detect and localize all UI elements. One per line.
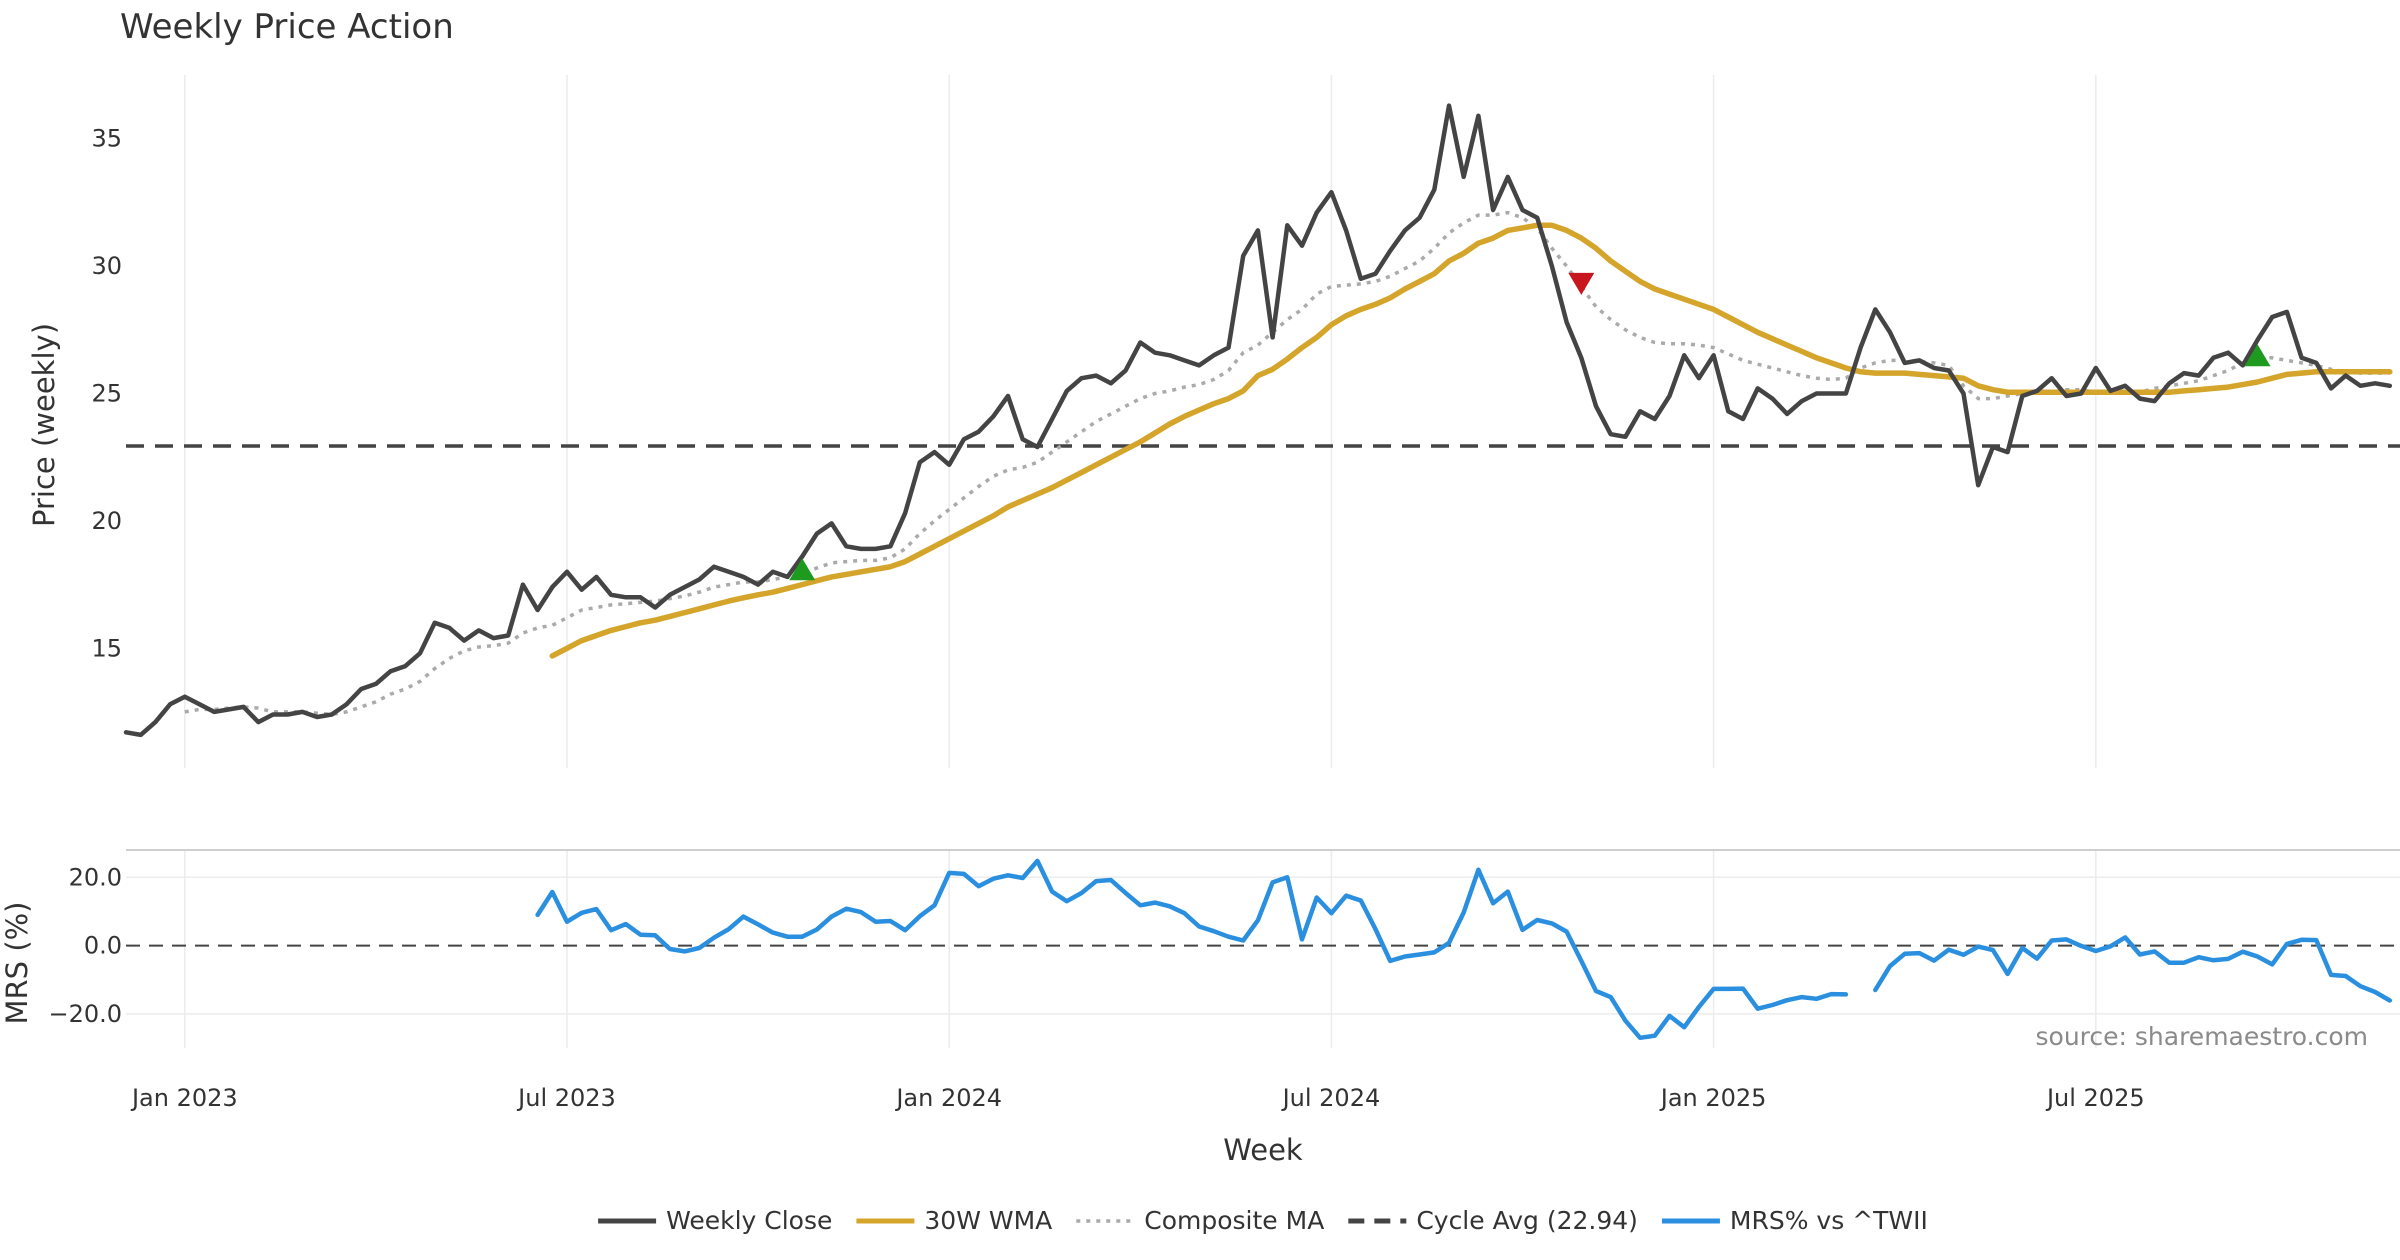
price-y-tick-2: 25 — [91, 379, 122, 407]
mrs-y-tick-2: −20.0 — [48, 1000, 122, 1028]
price-y-tick-3: 30 — [91, 252, 122, 280]
series-weekly-close — [123, 103, 2393, 738]
price-axis-title: Price (weekly) — [27, 323, 61, 527]
legend-label-weekly-close: Weekly Close — [666, 1206, 832, 1235]
series-composite-ma — [184, 210, 2390, 717]
mrs-axis-title: MRS (%) — [0, 902, 34, 1025]
signal-sell-1 — [1568, 272, 1595, 295]
price-y-tick-1: 20 — [91, 507, 122, 535]
series-30w-wma — [549, 222, 2393, 659]
price-series-group — [123, 103, 2400, 738]
series-mrs-vs-twii-segment-0 — [535, 858, 1849, 1041]
source-annotation: source: sharemaestro.com — [2036, 1022, 2369, 1051]
price-gridlines — [184, 75, 2097, 768]
price-y-tick-0: 15 — [91, 634, 122, 662]
price-y-tick-4: 35 — [91, 125, 122, 153]
x-tick-5: Jul 2025 — [2045, 1084, 2145, 1112]
legend-label-composite-ma: Composite MA — [1144, 1206, 1324, 1235]
mrs-y-tick-0: 20.0 — [69, 863, 122, 891]
mrs-series-group — [126, 858, 2400, 1041]
series-mrs-vs-twii — [535, 858, 2393, 1041]
x-tick-0: Jan 2023 — [130, 1084, 238, 1112]
x-tick-1: Jul 2023 — [516, 1084, 616, 1112]
series-composite-ma-segment-0 — [184, 210, 2390, 717]
x-axis-title: Week — [1223, 1133, 1303, 1167]
mrs-y-tick-1: 0.0 — [84, 932, 122, 960]
legend-label-mrs-vs-twii: MRS% vs ^TWII — [1730, 1206, 1928, 1235]
signal-buy-0 — [789, 558, 816, 581]
x-tick-4: Jan 2025 — [1659, 1084, 1767, 1112]
legend: Weekly Close 30W WMA Composite MA Cycle Avg… — [598, 1206, 1928, 1235]
chart-title: Weekly Price Action — [120, 7, 454, 47]
mrs-gridlines — [126, 849, 2400, 1048]
signal-markers — [789, 272, 2271, 581]
mrs-y-tick-labels: 20.0 0.0 −20.0 — [48, 863, 122, 1028]
x-tick-labels: Jan 2023 Jul 2023 Jan 2024 Jul 2024 Jan 2025… — [130, 1084, 2145, 1112]
legend-label-30w-wma: 30W WMA — [924, 1206, 1052, 1235]
x-tick-3: Jul 2024 — [1281, 1084, 1381, 1112]
signal-buy-2 — [2244, 344, 2271, 367]
series-30w-wma-segment-0 — [549, 222, 2393, 659]
x-tick-2: Jan 2024 — [894, 1084, 1002, 1112]
series-mrs-vs-twii-segment-1 — [1873, 935, 2393, 1003]
legend-label-cycle-avg-22-94: Cycle Avg (22.94) — [1416, 1206, 1638, 1235]
price-y-tick-labels: 15 20 25 30 35 — [91, 125, 122, 663]
series-weekly-close-segment-0 — [123, 103, 2393, 738]
